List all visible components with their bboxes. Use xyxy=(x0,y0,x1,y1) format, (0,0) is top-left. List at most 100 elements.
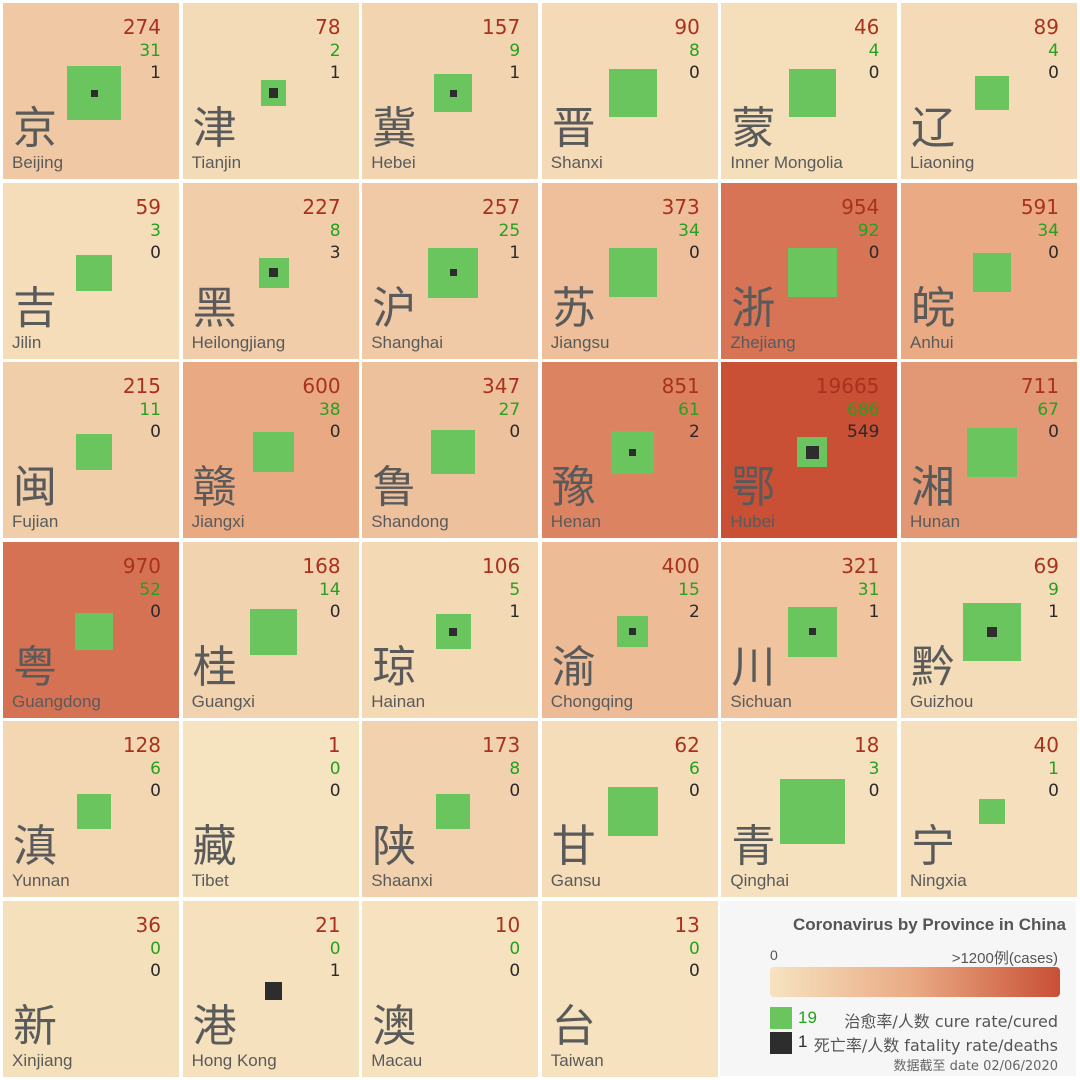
death-count: 0 xyxy=(509,961,521,981)
cured-count: 67 xyxy=(1037,400,1059,421)
province-tile-ningxia: 40 1 0 宁 Ningxia xyxy=(901,721,1077,898)
death-count: 2 xyxy=(688,601,700,622)
confirmed-count: 711 xyxy=(1020,374,1059,399)
province-abbrev-zh: 粤 xyxy=(13,641,57,693)
province-tile-yunnan: 128 6 0 滇 Yunnan xyxy=(3,721,179,898)
province-abbrev-zh: 浙 xyxy=(731,282,776,334)
province-abbrev-zh: 沪 xyxy=(372,282,417,334)
fatality-rate-square xyxy=(987,626,997,637)
province-abbrev-zh: 藏 xyxy=(192,821,237,873)
province-name: Xinjiang xyxy=(12,1051,73,1070)
confirmed-count: 13 xyxy=(674,913,700,937)
province-tile-hainan: 106 5 1 琼 Hainan xyxy=(362,541,539,718)
color-scale-gradient xyxy=(770,967,1060,997)
cure-rate-square xyxy=(788,69,836,117)
legend: Coronavirus by Province in China 0 >1200… xyxy=(720,901,1076,1076)
confirmed-count: 46 xyxy=(853,15,880,39)
province-abbrev-zh: 京 xyxy=(13,103,57,154)
cured-count: 0 xyxy=(150,939,161,959)
province-name: Shanghai xyxy=(371,332,444,352)
province-name: Qinghai xyxy=(730,871,789,891)
cured-count: 52 xyxy=(139,579,161,600)
confirmed-count: 128 xyxy=(122,733,161,758)
province-tile-macau: 10 0 0 澳 Macau xyxy=(362,901,539,1077)
cured-count: 0 xyxy=(329,759,341,780)
cured-count: 31 xyxy=(139,41,161,61)
confirmed-count: 347 xyxy=(482,374,521,399)
province-tile-fujian: 215 11 0 闽 Fujian xyxy=(3,362,179,539)
fatality-rate-square xyxy=(449,269,457,277)
confirmed-count: 591 xyxy=(1020,194,1059,219)
province-abbrev-zh: 川 xyxy=(731,641,776,693)
death-count: 1 xyxy=(329,63,341,83)
cured-count: 9 xyxy=(1048,579,1059,600)
province-abbrev-zh: 琼 xyxy=(372,641,417,693)
death-count: 0 xyxy=(509,781,521,802)
cured-count: 8 xyxy=(688,41,700,61)
province-tile-taiwan: 13 0 0 台 Taiwan xyxy=(541,901,718,1077)
province-abbrev-zh: 甘 xyxy=(551,821,596,873)
confirmed-count: 970 xyxy=(122,553,161,578)
fatality-rate-square xyxy=(268,267,279,278)
cured-count: 92 xyxy=(857,220,880,241)
province-abbrev-zh: 蒙 xyxy=(731,103,776,154)
cured-count: 3 xyxy=(150,220,161,241)
province-name: Hainan xyxy=(371,691,426,711)
data-date-label: 数据截至 date 02/06/2020 xyxy=(893,1059,1058,1074)
chart-title: Coronavirus by Province in China xyxy=(792,915,1066,934)
cured-count: 61 xyxy=(678,400,700,421)
confirmed-count: 89 xyxy=(1033,15,1059,39)
province-name: Guangdong xyxy=(12,691,101,711)
province-tile-shaanxi: 173 8 0 陕 Shaanxi xyxy=(362,721,539,898)
cured-count: 2 xyxy=(329,41,341,61)
cure-rate-square xyxy=(967,427,1017,477)
death-count: 1 xyxy=(329,961,341,981)
death-count: 0 xyxy=(688,961,700,981)
death-count: 549 xyxy=(846,422,880,443)
death-count: 0 xyxy=(688,242,700,263)
province-tile-anhui: 591 34 0 皖 Anhui xyxy=(901,182,1077,359)
cured-count: 11 xyxy=(139,400,161,421)
death-count: 0 xyxy=(1048,63,1059,83)
death-count: 0 xyxy=(329,422,341,443)
death-count: 3 xyxy=(329,242,341,263)
province-name: Hunan xyxy=(910,512,961,532)
province-abbrev-zh: 黔 xyxy=(911,641,955,693)
province-name: Jiangsu xyxy=(550,332,610,352)
province-name: Yunnan xyxy=(12,871,70,891)
cured-count: 8 xyxy=(509,759,521,780)
province-abbrev-zh: 陕 xyxy=(372,821,417,873)
death-count: 0 xyxy=(329,601,341,622)
confirmed-count: 321 xyxy=(841,553,880,578)
province-abbrev-zh: 青 xyxy=(731,821,776,873)
province-tile-hebei: 157 9 1 冀 Hebei xyxy=(362,3,539,179)
death-count: 0 xyxy=(868,781,880,802)
cured-count: 34 xyxy=(1037,220,1059,241)
province-abbrev-zh: 苏 xyxy=(551,282,596,334)
confirmed-count: 59 xyxy=(135,194,161,219)
province-name: Jiangxi xyxy=(191,512,245,532)
cured-count: 6 xyxy=(688,759,700,780)
color-scale-min-label: 0 xyxy=(770,947,778,963)
province-name: Hebei xyxy=(371,153,416,172)
province-name: Beijing xyxy=(12,153,64,172)
province-abbrev-zh: 津 xyxy=(192,103,237,154)
province-tile-liaoning: 89 4 0 辽 Liaoning xyxy=(901,3,1077,179)
cured-count: 686 xyxy=(846,400,880,421)
fatality-rate-square xyxy=(808,628,816,636)
province-tile-hunan: 711 67 0 湘 Hunan xyxy=(901,362,1077,539)
province-abbrev-zh: 鄂 xyxy=(731,462,776,514)
province-tile-heilongjiang: 227 8 3 黑 Heilongjiang xyxy=(182,182,359,359)
province-name: Anhui xyxy=(910,332,954,352)
death-count: 0 xyxy=(868,63,880,83)
death-count: 0 xyxy=(509,422,521,443)
death-count: 0 xyxy=(868,242,880,263)
province-name: Shanxi xyxy=(550,153,603,172)
death-count: 1 xyxy=(509,601,521,622)
province-abbrev-zh: 港 xyxy=(192,1001,237,1052)
province-name: Henan xyxy=(550,512,601,532)
cure-rate-square xyxy=(975,76,1009,110)
province-abbrev-zh: 鲁 xyxy=(372,462,417,514)
province-abbrev-zh: 新 xyxy=(13,1001,57,1052)
